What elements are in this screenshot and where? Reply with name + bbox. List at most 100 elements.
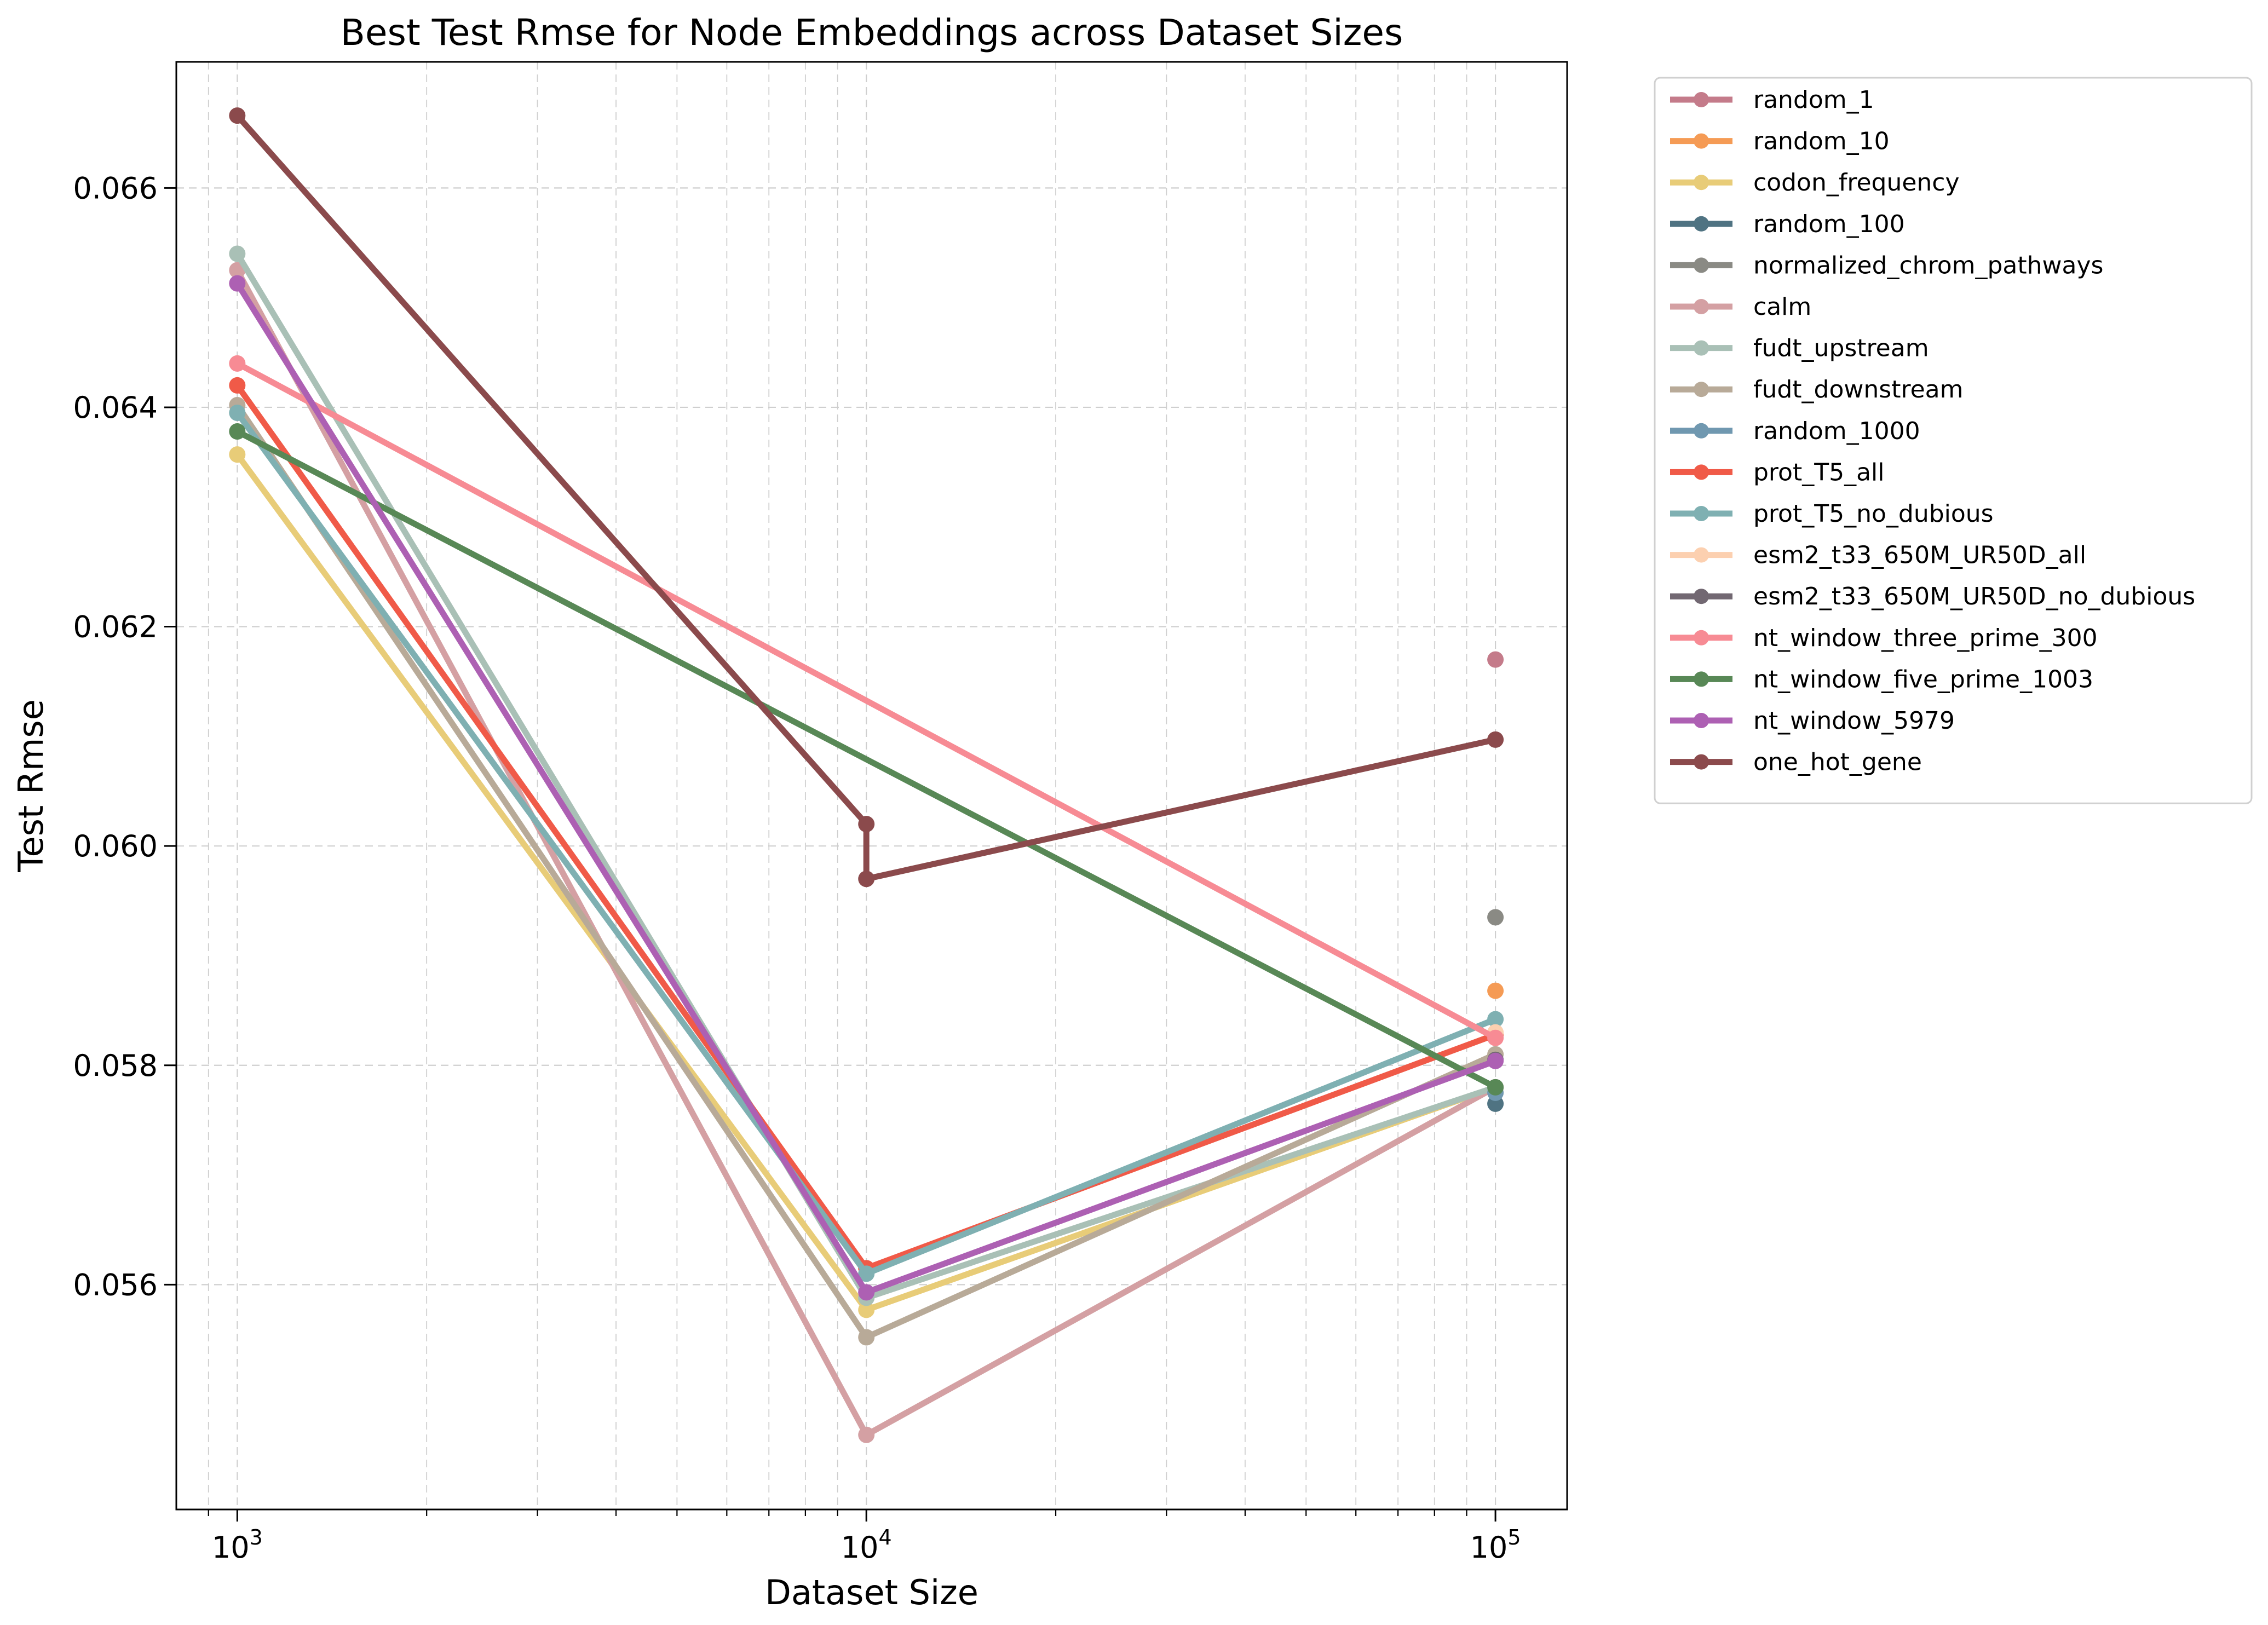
legend-swatch-marker (1694, 216, 1709, 232)
legend-label: one_hot_gene (1753, 748, 1922, 776)
legend-label: esm2_t33_650M_UR50D_all (1753, 541, 2086, 569)
legend-label: nt_window_three_prime_300 (1753, 624, 2098, 652)
legend-label: random_1 (1753, 86, 1874, 114)
legend-label: nt_window_five_prime_1003 (1753, 665, 2093, 693)
data-point (229, 377, 246, 394)
series-one_hot_gene (229, 107, 1504, 888)
legend-item: random_100 (1670, 210, 1905, 238)
legend-item: prot_T5_all (1670, 458, 1885, 486)
legend-label: fudt_upstream (1753, 335, 1929, 362)
data-point (1487, 651, 1504, 668)
legend-item: random_1 (1670, 86, 1874, 114)
legend-swatch-marker (1694, 754, 1709, 770)
legend-swatch-marker (1694, 299, 1709, 314)
legend-item: fudt_downstream (1670, 376, 1963, 404)
data-point (858, 1265, 875, 1282)
legend-swatch-marker (1694, 713, 1709, 728)
x-tick-exponent: 5 (1507, 1525, 1521, 1549)
legend-swatch-marker (1694, 175, 1709, 191)
legend-item: one_hot_gene (1670, 748, 1922, 776)
data-point (1487, 731, 1504, 748)
series-nt_window_five_prime_1003 (229, 423, 1504, 1096)
series-layer (229, 107, 1504, 1443)
legend-label: esm2_t33_650M_UR50D_no_dubious (1753, 583, 2195, 610)
legend-swatch-marker (1694, 423, 1709, 439)
legend-item: nt_window_five_prime_1003 (1670, 665, 2093, 693)
data-point (858, 1301, 875, 1318)
x-axis-label: Dataset Size (765, 1572, 978, 1612)
legend-label: prot_T5_all (1753, 458, 1885, 486)
series-line (234, 112, 1499, 882)
legend-swatch-marker (1694, 671, 1709, 687)
x-tick-base: 10 (841, 1530, 879, 1565)
legend-label: random_1000 (1753, 417, 1920, 445)
x-tick-label: 105 (1470, 1525, 1521, 1565)
series-random_1 (1487, 651, 1504, 668)
x-tick-label: 104 (841, 1525, 892, 1565)
grid (176, 62, 1567, 1509)
data-point (1487, 1079, 1504, 1096)
y-tick-label: 0.056 (73, 1267, 158, 1302)
legend-item: esm2_t33_650M_UR50D_all (1670, 541, 2086, 569)
legend-item: codon_frequency (1670, 169, 1960, 197)
series-nt_window_three_prime_300 (229, 355, 1504, 1046)
legend-item: random_10 (1670, 128, 1890, 155)
series-prot_T5_no_dubious (229, 404, 1504, 1282)
data-point (229, 446, 246, 463)
legend-item: random_1000 (1670, 417, 1920, 445)
legend-box (1654, 77, 2253, 804)
legend-swatch-marker (1694, 257, 1709, 273)
y-tick-label: 0.060 (73, 829, 158, 863)
legend-label: nt_window_5979 (1753, 707, 1955, 735)
legend-label: random_10 (1753, 128, 1890, 155)
data-point (858, 1284, 875, 1301)
legend-label: random_100 (1753, 210, 1905, 238)
data-point (1487, 982, 1504, 999)
data-point (229, 245, 246, 262)
legend-swatch-marker (1694, 589, 1709, 604)
data-point (229, 107, 246, 124)
y-tick-label: 0.064 (73, 390, 158, 425)
x-tick-exponent: 4 (878, 1525, 891, 1549)
x-tick-base: 10 (1470, 1530, 1508, 1565)
x-tick-base: 10 (212, 1530, 250, 1565)
legend-item: normalized_chrom_pathways (1670, 251, 2103, 279)
series-line (234, 428, 1499, 1091)
data-point (1487, 1011, 1504, 1028)
data-point (1487, 909, 1504, 926)
legend-item: nt_window_three_prime_300 (1670, 624, 2098, 652)
y-tick-label: 0.066 (73, 171, 158, 205)
chart-title: Best Test Rmse for Node Embeddings acros… (341, 11, 1403, 54)
data-point (229, 404, 246, 421)
legend-item: prot_T5_no_dubious (1670, 500, 1994, 528)
y-axis-label: Test Rmse (11, 699, 51, 873)
legend-item: fudt_upstream (1670, 335, 1929, 362)
legend: random_1 random_10 codon_frequency random_1… (1654, 77, 2253, 804)
legend-swatch-marker (1694, 92, 1709, 107)
legend-swatch-marker (1694, 506, 1709, 521)
data-point (1487, 1052, 1504, 1069)
legend-swatch-marker (1694, 547, 1709, 563)
legend-label: calm (1753, 293, 1811, 321)
legend-item: nt_window_5979 (1670, 707, 1955, 735)
y-tick-label: 0.058 (73, 1048, 158, 1083)
series-nt_window_5979 (229, 275, 1504, 1301)
data-point (229, 275, 246, 292)
legend-item: calm (1670, 293, 1811, 321)
data-point (858, 1426, 875, 1443)
legend-swatch-marker (1694, 133, 1709, 149)
legend-item: esm2_t33_650M_UR50D_no_dubious (1670, 583, 2195, 610)
x-tick-exponent: 3 (250, 1525, 263, 1549)
data-point (229, 355, 246, 372)
series-normalized_chrom_pathways (1487, 909, 1504, 926)
legend-swatch-marker (1694, 382, 1709, 397)
x-tick-label: 103 (212, 1525, 263, 1565)
legend-label: normalized_chrom_pathways (1753, 251, 2103, 279)
data-point (858, 816, 875, 833)
data-point (229, 423, 246, 440)
legend-label: codon_frequency (1753, 169, 1960, 197)
legend-label: prot_T5_no_dubious (1753, 500, 1994, 528)
plot-frame (175, 61, 1568, 1511)
legend-swatch-marker (1694, 464, 1709, 480)
